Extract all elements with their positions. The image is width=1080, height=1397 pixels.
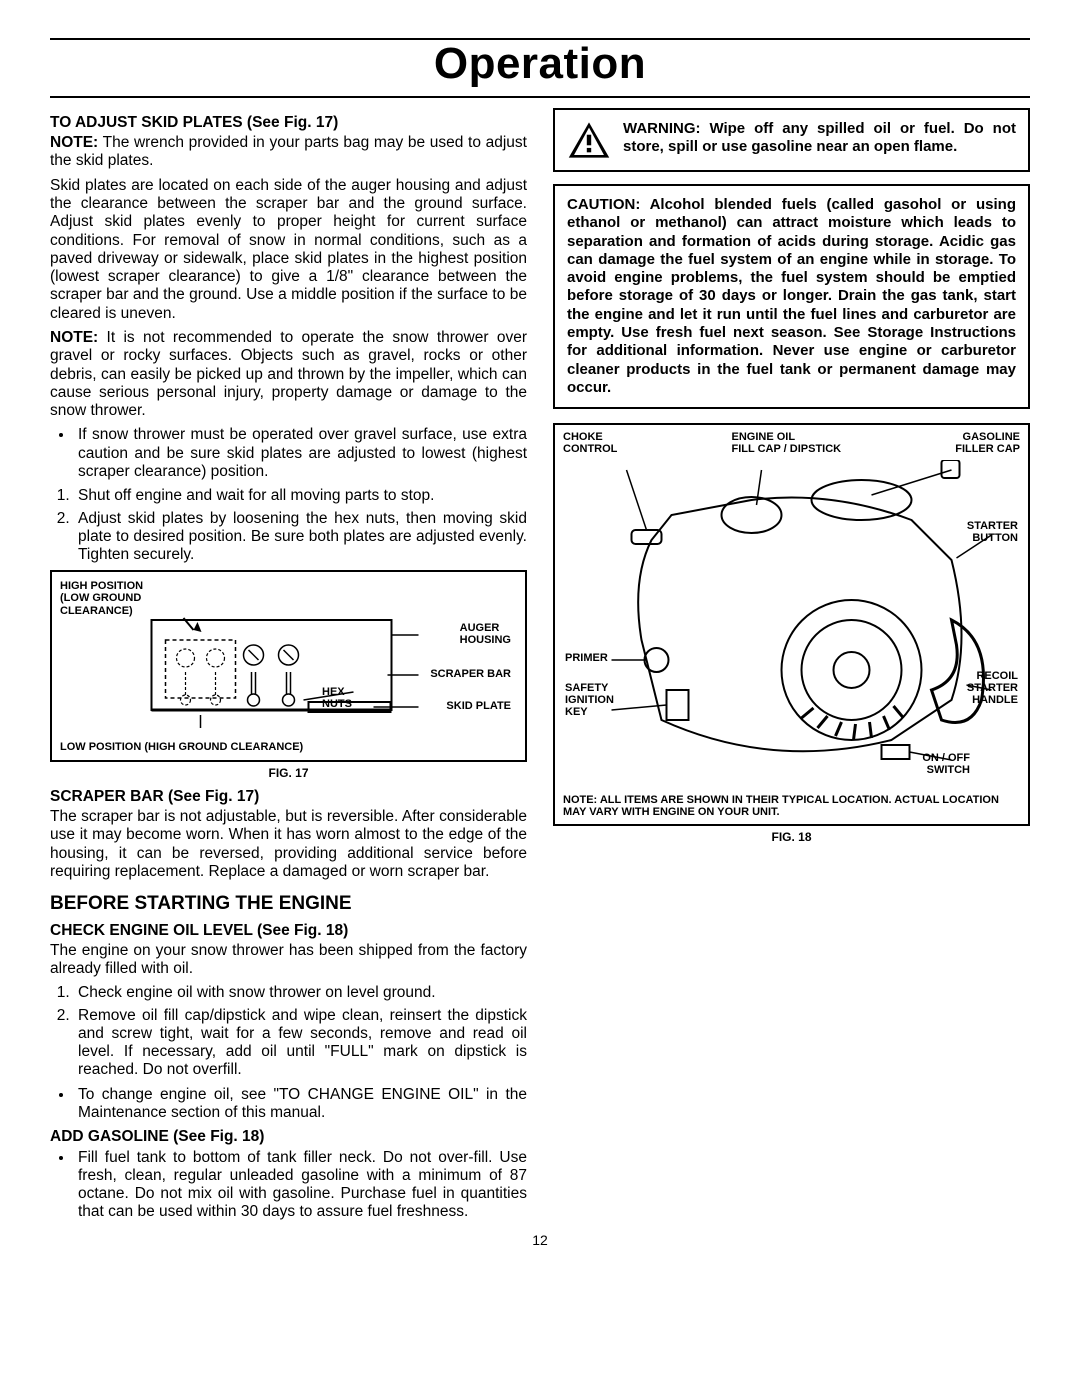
figure-17-box: HIGH POSITION(LOW GROUNDCLEARANCE) AUGER… — [50, 570, 527, 761]
fig17-label-hex: HEXNUTS — [322, 686, 352, 710]
warning-box: WARNING: Wipe off any spilled oil or fue… — [553, 108, 1030, 172]
steps-skid: Shut off engine and wait for all moving … — [50, 487, 527, 564]
figure-17-diagram: HIGH POSITION(LOW GROUNDCLEARANCE) AUGER… — [60, 580, 517, 753]
note-label-2: NOTE: — [50, 329, 98, 346]
bullet-list-3: Fill fuel tank to bottom of tank filler … — [50, 1149, 527, 1222]
fig18-label-safety: SAFETYIGNITIONKEY — [565, 682, 614, 718]
fig17-label-skid: SKID PLATE — [446, 700, 511, 712]
title-rule — [50, 96, 1030, 98]
note-gravel-text: It is not recommended to operate the sno… — [50, 329, 527, 419]
bullet-list-1: If snow thrower must be operated over gr… — [50, 426, 527, 481]
fig18-label-gas: GASOLINEFILLER CAP — [955, 431, 1020, 456]
fig18-caption: FIG. 18 — [553, 830, 1030, 844]
figure-18-box: CHOKECONTROL ENGINE OILFILL CAP / DIPSTI… — [553, 423, 1030, 826]
warning-icon — [567, 120, 611, 160]
caution-box: CAUTION: Alcohol blended fuels (called g… — [553, 184, 1030, 409]
bullet-gravel-caution: If snow thrower must be operated over gr… — [74, 426, 527, 481]
fig18-label-onoff: ON / OFFSWITCH — [922, 752, 970, 776]
fig17-label-scraper: SCRAPER BAR — [430, 668, 511, 680]
page-number: 12 — [50, 1232, 1030, 1249]
page-title: Operation — [50, 38, 1030, 90]
fig17-label-high: HIGH POSITION(LOW GROUNDCLEARANCE) — [60, 580, 143, 616]
fig18-label-primer: PRIMER — [565, 652, 608, 664]
step-dipstick: Remove oil fill cap/dipstick and wipe cl… — [74, 1007, 527, 1080]
fig18-top-labels: CHOKECONTROL ENGINE OILFILL CAP / DIPSTI… — [563, 431, 1020, 456]
warning-text: WARNING: Wipe off any spilled oil or fue… — [623, 120, 1016, 157]
note-label: NOTE: — [50, 134, 98, 151]
bullet-list-2: To change engine oil, see "TO CHANGE ENG… — [50, 1086, 527, 1123]
step-shutoff: Shut off engine and wait for all moving … — [74, 487, 527, 505]
note-wrench: NOTE: The wrench provided in your parts … — [50, 134, 527, 171]
para-scraper: The scraper bar is not adjustable, but i… — [50, 808, 527, 881]
steps-oil: Check engine oil with snow thrower on le… — [50, 984, 527, 1079]
fig17-caption: FIG. 17 — [50, 766, 527, 780]
para-skid-location: Skid plates are located on each side of … — [50, 177, 527, 323]
note-gravel: NOTE: It is not recommended to operate t… — [50, 329, 527, 420]
left-column: TO ADJUST SKID PLATES (See Fig. 17) NOTE… — [50, 108, 527, 1228]
fig18-svg — [563, 460, 1020, 790]
fig18-label-choke: CHOKECONTROL — [563, 431, 617, 456]
bullet-fill-tank: Fill fuel tank to bottom of tank filler … — [74, 1149, 527, 1222]
heading-check-oil: CHECK ENGINE OIL LEVEL (See Fig. 18) — [50, 922, 527, 940]
right-column: WARNING: Wipe off any spilled oil or fue… — [553, 108, 1030, 1228]
two-column-layout: TO ADJUST SKID PLATES (See Fig. 17) NOTE… — [50, 108, 1030, 1228]
fig18-note: NOTE: ALL ITEMS ARE SHOWN IN THEIR TYPIC… — [563, 794, 1020, 819]
note-wrench-text: The wrench provided in your parts bag ma… — [50, 134, 527, 169]
fig17-label-low: LOW POSITION (HIGH GROUND CLEARANCE) — [60, 741, 303, 753]
heading-before-start: BEFORE STARTING THE ENGINE — [50, 893, 527, 915]
fig18-label-oil: ENGINE OILFILL CAP / DIPSTICK — [732, 431, 842, 456]
step-adjust: Adjust skid plates by loosening the hex … — [74, 510, 527, 565]
fig18-label-recoil: RECOILSTARTERHANDLE — [967, 670, 1018, 706]
heading-add-gas: ADD GASOLINE (See Fig. 18) — [50, 1128, 527, 1146]
fig17-label-auger: AUGERHOUSING — [460, 622, 511, 646]
fig18-label-starter: STARTERBUTTON — [967, 520, 1018, 544]
bullet-change-oil: To change engine oil, see "TO CHANGE ENG… — [74, 1086, 527, 1123]
step-check-oil: Check engine oil with snow thrower on le… — [74, 984, 527, 1002]
fig18-engine-diagram: STARTERBUTTON PRIMER SAFETYIGNITIONKEY R… — [563, 460, 1020, 790]
para-factory-oil: The engine on your snow thrower has been… — [50, 942, 527, 979]
heading-scraper: SCRAPER BAR (See Fig. 17) — [50, 788, 527, 806]
heading-skid-plates: TO ADJUST SKID PLATES (See Fig. 17) — [50, 114, 527, 132]
